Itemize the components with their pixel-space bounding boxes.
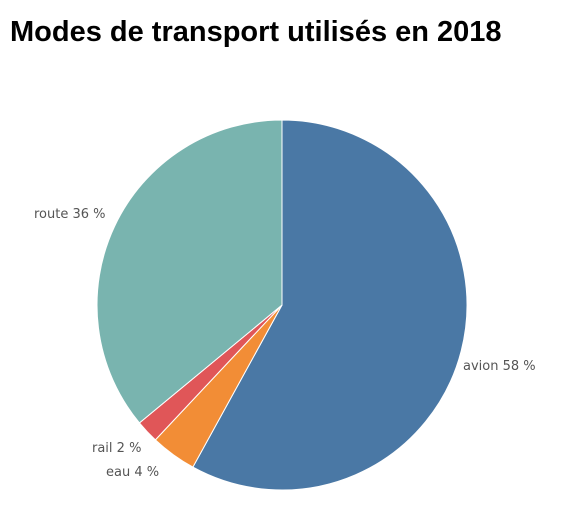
pie-slice-avion	[192, 119, 468, 491]
slice-label-route: route 36 %	[34, 207, 106, 222]
slice-label-avion: avion 58 %	[463, 359, 536, 374]
pie-slice-route	[96, 119, 283, 424]
chart-title: Modes de transport utilisés en 2018	[10, 16, 502, 48]
slice-label-rail: rail 2 %	[92, 441, 141, 456]
pie-slices	[96, 119, 468, 491]
pie-labels: avion 58 % eau 4 % rail 2 % route 36 %	[34, 207, 536, 480]
slice-label-eau: eau 4 %	[106, 465, 159, 480]
